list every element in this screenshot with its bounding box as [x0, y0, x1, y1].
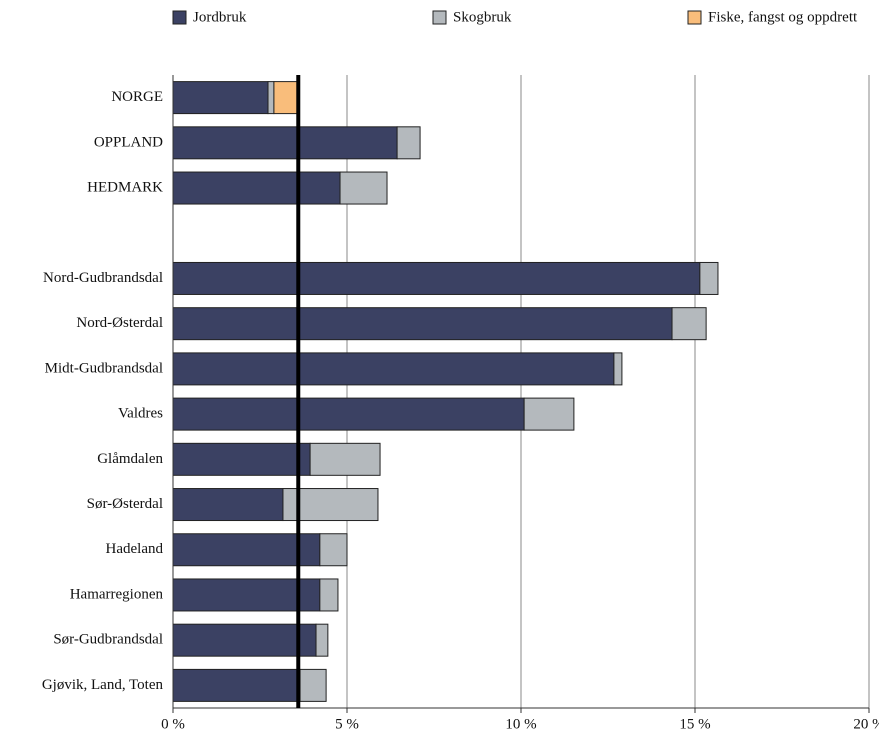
legend-label: Skogbruk — [453, 9, 512, 25]
x-tick-label: 15 % — [679, 716, 710, 732]
bar — [172, 81, 269, 115]
bar — [172, 488, 284, 522]
bar — [273, 81, 299, 115]
bar — [172, 261, 701, 295]
bar — [339, 171, 388, 205]
bar — [172, 126, 398, 160]
bar — [299, 668, 327, 702]
bar — [172, 171, 341, 205]
bar — [309, 442, 381, 476]
y-tick-label: OPPLAND — [94, 134, 163, 150]
bar — [613, 352, 623, 386]
legend-label: Fiske, fangst og oppdrett — [708, 9, 858, 25]
y-tick-label: Hamarregionen — [70, 586, 164, 602]
bar — [267, 81, 275, 115]
bar — [396, 126, 421, 160]
legend-label: Jordbruk — [193, 9, 247, 25]
bar — [315, 623, 329, 657]
y-tick-label: Midt-Gudbrandsdal — [45, 360, 163, 376]
x-tick-label: 5 % — [335, 716, 359, 732]
x-tick-label: 10 % — [505, 716, 536, 732]
bar — [523, 397, 575, 431]
y-tick-label: Sør-Gudbrandsdal — [53, 632, 163, 648]
legend-swatch — [172, 10, 187, 25]
bar — [172, 397, 525, 431]
bar — [172, 307, 673, 341]
x-tick-label: 20 % — [853, 716, 879, 732]
y-tick-label: HEDMARK — [87, 179, 163, 195]
bar — [172, 352, 615, 386]
y-tick-label: NORGE — [111, 89, 163, 105]
bar — [319, 533, 348, 567]
y-tick-label: Sør-Østerdal — [87, 496, 163, 512]
y-tick-label: Nord-Østerdal — [76, 315, 163, 331]
bar — [172, 578, 321, 612]
y-tick-label: Gjøvik, Land, Toten — [42, 677, 164, 693]
y-tick-label: Valdres — [118, 406, 163, 422]
bar — [671, 307, 707, 341]
y-tick-label: Nord-Gudbrandsdal — [43, 270, 163, 286]
bar — [319, 578, 339, 612]
bar — [172, 442, 311, 476]
y-tick-label: Glåmdalen — [97, 451, 163, 467]
y-tick-label: Hadeland — [106, 541, 164, 557]
bar — [172, 623, 317, 657]
legend-swatch — [687, 10, 702, 25]
bar — [699, 261, 719, 295]
legend-swatch — [432, 10, 447, 25]
bar — [172, 668, 301, 702]
x-tick-label: 0 % — [161, 716, 185, 732]
